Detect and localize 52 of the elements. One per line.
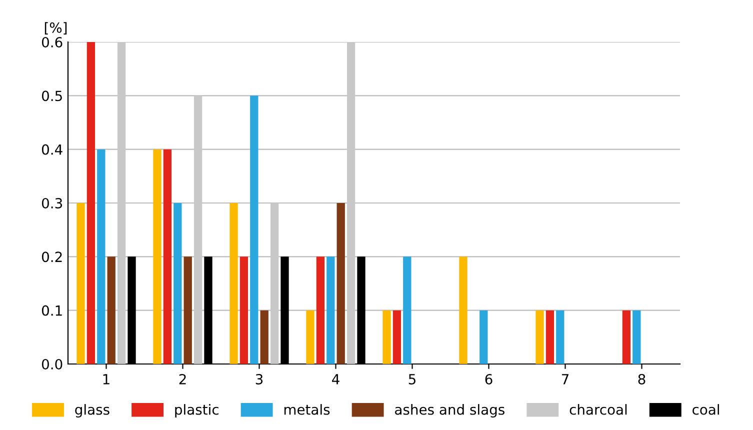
x-tick-label: 4 [332, 374, 340, 384]
bar [97, 149, 106, 364]
x-tick-label: 1 [103, 374, 110, 384]
bar [556, 310, 564, 364]
y-axis-title: [%] [44, 22, 67, 35]
y-tick-label: 0.3 [42, 198, 62, 208]
x-tick-label: 3 [256, 374, 263, 384]
bar [240, 256, 248, 364]
bar [480, 310, 488, 364]
bar [194, 96, 202, 364]
bar [382, 310, 391, 364]
bar [76, 203, 85, 364]
x-tick-label: 6 [485, 374, 492, 384]
bar [184, 256, 192, 364]
bar [392, 310, 402, 364]
bar [174, 203, 182, 364]
bar [336, 203, 345, 364]
legend-label: plastic [175, 404, 218, 418]
bar [153, 149, 162, 364]
bar [546, 310, 554, 364]
bar [270, 203, 279, 364]
bar [632, 310, 641, 364]
bar [346, 42, 356, 364]
y-tick-label: 0.2 [42, 252, 62, 262]
bar [107, 256, 116, 364]
y-tick-label: 0.6 [42, 36, 62, 48]
bar [86, 42, 96, 364]
bar [403, 256, 412, 364]
bar [117, 42, 126, 364]
legend-label: glass [75, 404, 110, 418]
bar [306, 310, 314, 364]
bar [250, 96, 258, 364]
bar [316, 256, 325, 364]
bar [163, 149, 172, 364]
bar [326, 256, 335, 364]
legend-label: ashes and slags [395, 404, 504, 418]
bar [536, 310, 544, 364]
x-tick-label: 8 [638, 374, 646, 384]
bar [622, 310, 631, 364]
bar [230, 203, 238, 364]
x-tick-label: 7 [562, 374, 568, 384]
legend-label: charcoal [570, 404, 627, 415]
x-tick-label: 2 [179, 374, 186, 384]
y-tick-label: 0.5 [42, 90, 62, 102]
y-tick-label: 0.0 [42, 358, 62, 370]
legend-label: metals [284, 404, 330, 415]
y-tick-label: 0.4 [42, 144, 62, 155]
legend-label: coal [692, 404, 719, 415]
x-tick-label: 5 [408, 374, 416, 384]
bar [459, 256, 468, 364]
bar [260, 310, 268, 364]
y-tick-label: 0.1 [42, 305, 62, 316]
